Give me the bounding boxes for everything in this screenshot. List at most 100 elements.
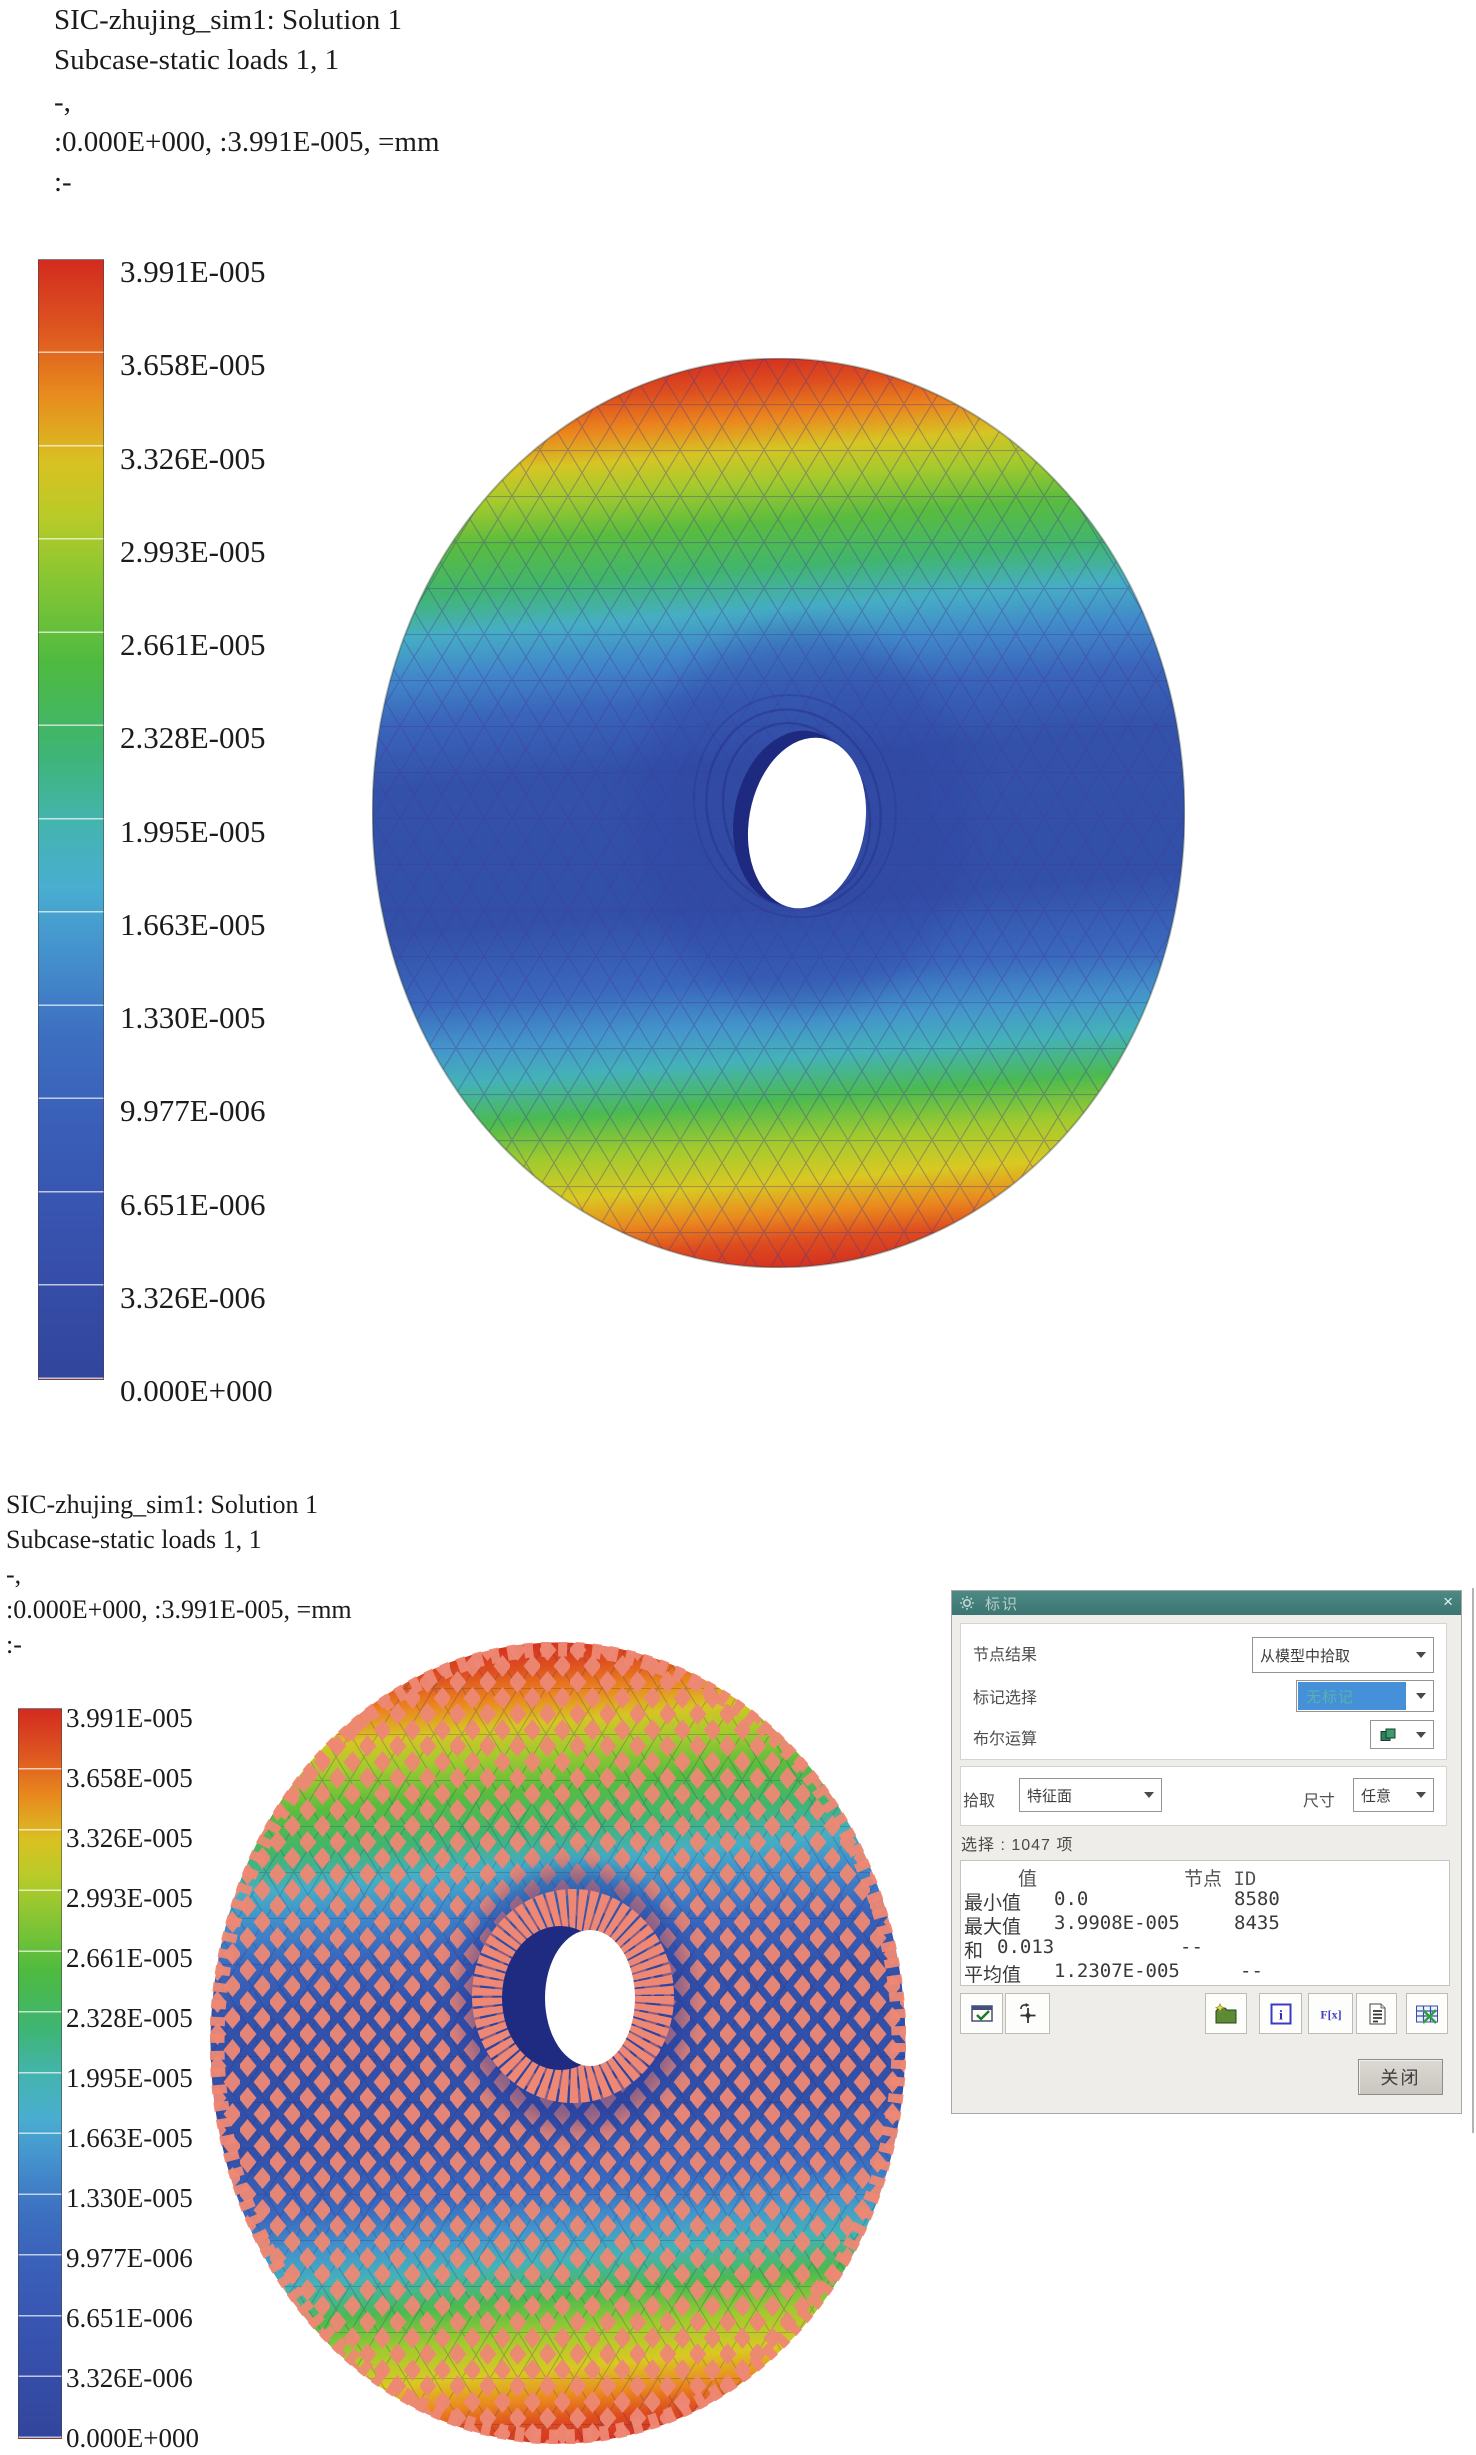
chevron-down-icon [1416, 1652, 1426, 1658]
svg-text:i: i [1279, 2008, 1283, 2023]
window-edge-divider [1472, 1588, 1474, 2133]
legend-value: 1.995E-005 [66, 2063, 193, 2093]
close-icon[interactable]: × [1443, 1592, 1453, 1611]
new-group-button[interactable] [1205, 1993, 1247, 2034]
info-icon: i [1270, 2003, 1291, 2024]
legend-value: 3.658E-005 [120, 347, 266, 382]
legend-value: 0.000E+000 [66, 2423, 199, 2453]
value-column-header: 值 [1018, 1868, 1038, 1890]
new-group-icon [1214, 2002, 1237, 2023]
legend-value: 3.326E-006 [66, 2363, 193, 2393]
stat-label: 平均值 [964, 1964, 1022, 1986]
result-header-line: SIC-zhujing_sim1: Solution 1 [54, 4, 403, 36]
table-delete-icon [1416, 2005, 1438, 2024]
legend-value: 2.661E-005 [66, 1943, 193, 1973]
legend-value: 1.663E-005 [66, 2123, 193, 2153]
stat-node: 8580 [1234, 1888, 1280, 1910]
size-label: 尺寸 [1303, 1793, 1336, 1810]
boolean-op-label: 布尔运算 [973, 1731, 1038, 1748]
pick-value: 特征面 [1027, 1787, 1073, 1805]
identify-dialog: 标识 × 节点结果 从模型中拾取 标记选择 无标记 布尔运算 拾取 特征面 尺寸… [951, 1590, 1462, 2114]
close-button-label: 关闭 [1380, 2068, 1421, 2088]
mark-selection-value: 无标记 [1306, 1688, 1355, 1706]
legend-value: 0.000E+000 [120, 1373, 273, 1408]
dialog-title: 标识 [985, 1595, 1020, 1613]
result-header-line: Subcase-static loads 1, 1 [6, 1525, 262, 1554]
color-legend-bar [18, 1708, 62, 2439]
result-header-line: :0.000E+000, :3.991E-005, =mm [54, 126, 440, 158]
stat-value: 0.013 [997, 1936, 1055, 1958]
move-annotation-button[interactable] [1005, 1993, 1050, 2034]
stat-value: 3.9908E-005 [1054, 1912, 1180, 1934]
gear-icon [960, 1596, 974, 1610]
marked-disc-viewport[interactable] [210, 1642, 906, 2444]
mark-selection-label: 标记选择 [973, 1690, 1038, 1707]
legend-value: 2.661E-005 [120, 627, 266, 662]
stat-value: 1.2307E-005 [1054, 1960, 1180, 1982]
chevron-down-icon [1416, 1693, 1426, 1699]
chevron-down-icon [1416, 1731, 1426, 1738]
legend-value: 3.991E-005 [66, 1703, 193, 1733]
selection-count: 选择 : 1047 项 [961, 1837, 1074, 1854]
result-header-line: Subcase-static loads 1, 1 [54, 44, 340, 76]
color-legend-bar [38, 259, 104, 1380]
result-header-line: :0.000E+000, :3.991E-005, =mm [6, 1595, 352, 1624]
result-header-line: -, [54, 86, 71, 118]
move-annotation-icon [1019, 2002, 1035, 2023]
result-header-line: :- [6, 1630, 22, 1659]
legend-value: 3.326E-006 [120, 1280, 266, 1315]
expression-icon: F[x] [1320, 2007, 1341, 2021]
statistics-box: 值 节点 ID 最小值 0.0 8580 最大值 3.9908E-005 843… [960, 1860, 1450, 1986]
boolean-union-icon [1380, 1728, 1396, 1741]
legend-value: 3.326E-005 [66, 1823, 193, 1853]
stat-node: 8435 [1234, 1912, 1280, 1934]
legend-value: 3.326E-005 [120, 441, 266, 476]
expression-button[interactable]: F[x] [1308, 1993, 1353, 2034]
node-results-label: 节点结果 [973, 1647, 1038, 1664]
stat-value: 0.0 [1054, 1888, 1089, 1910]
chevron-down-icon [1144, 1792, 1154, 1798]
report-button[interactable] [1356, 1993, 1397, 2034]
edit-annotation-icon [970, 2004, 993, 2022]
legend-value: 6.651E-006 [120, 1187, 266, 1222]
result-header-line: SIC-zhujing_sim1: Solution 1 [6, 1490, 319, 1519]
legend-value: 1.663E-005 [120, 907, 266, 942]
size-dropdown[interactable]: 任意 [1353, 1778, 1434, 1812]
selected-option-highlight: 无标记 [1298, 1682, 1406, 1710]
close-button[interactable]: 关闭 [1358, 2059, 1443, 2095]
svg-text:F[x]: F[x] [1320, 2007, 1341, 2021]
report-icon [1369, 2003, 1385, 2024]
stat-node: -- [1240, 1960, 1263, 1982]
node-id-column-header: 节点 ID [1184, 1868, 1257, 1890]
legend-value: 9.977E-006 [66, 2243, 193, 2273]
stat-label: 最小值 [964, 1892, 1022, 1914]
legend-value: 2.993E-005 [120, 534, 266, 569]
pick-label: 拾取 [963, 1793, 996, 1810]
legend-value: 2.993E-005 [66, 1883, 193, 1913]
legend-value: 1.330E-005 [66, 2183, 193, 2213]
stat-label: 最大值 [964, 1916, 1022, 1938]
info-button[interactable]: i [1259, 1993, 1302, 2034]
dialog-titlebar[interactable]: 标识 × [952, 1591, 1461, 1615]
legend-value: 3.658E-005 [66, 1763, 193, 1793]
chevron-down-icon [1416, 1792, 1426, 1798]
legend-value: 1.330E-005 [120, 1000, 266, 1035]
legend-value: 3.991E-005 [120, 254, 266, 289]
result-header-line: -, [6, 1560, 22, 1589]
mark-selection-dropdown[interactable]: 无标记 [1296, 1680, 1434, 1712]
boolean-op-dropdown[interactable] [1370, 1720, 1434, 1749]
legend-value: 2.328E-005 [120, 720, 266, 755]
legend-value: 1.995E-005 [120, 814, 266, 849]
legend-value: 6.651E-006 [66, 2303, 193, 2333]
pick-dropdown[interactable]: 特征面 [1019, 1778, 1162, 1812]
contour-disc-viewport[interactable] [372, 358, 1185, 1268]
legend-value: 9.977E-006 [120, 1093, 266, 1128]
stat-label: 和 [964, 1940, 984, 1962]
stat-node: -- [1180, 1936, 1203, 1958]
result-header-line: :- [54, 166, 72, 198]
table-delete-button[interactable] [1406, 1993, 1448, 2034]
edit-annotation-button[interactable] [960, 1993, 1003, 2034]
legend-value: 2.328E-005 [66, 2003, 193, 2033]
node-results-dropdown[interactable]: 从模型中拾取 [1252, 1637, 1434, 1673]
node-results-value: 从模型中拾取 [1260, 1647, 1351, 1665]
